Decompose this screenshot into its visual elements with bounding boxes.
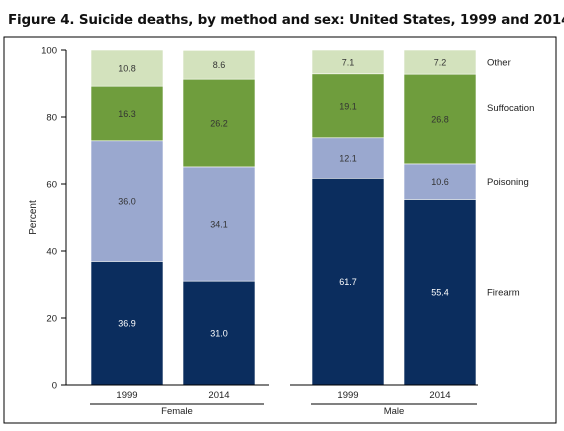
data-label: 31.0 — [210, 329, 228, 339]
y-tick-label: 100 — [41, 46, 57, 57]
legend-label-firearm: Firearm — [487, 288, 520, 299]
data-label: 10.8 — [118, 64, 136, 74]
figure-title: Figure 4. Suicide deaths, by method and … — [8, 12, 564, 28]
data-label: 7.1 — [342, 57, 355, 67]
bar-segment-other — [90, 49, 164, 87]
legend-label-poisoning: Poisoning — [487, 177, 529, 188]
bar-segment-suffocation — [403, 73, 477, 165]
bar-segment-other — [311, 49, 385, 75]
data-label: 10.6 — [431, 177, 449, 187]
x-tick-label: 2014 — [208, 390, 229, 401]
data-label: 8.6 — [213, 60, 226, 70]
data-label: 12.1 — [339, 154, 357, 164]
legend-label-suffocation: Suffocation — [487, 103, 534, 114]
data-label: 26.2 — [210, 119, 228, 129]
y-tick-label: 80 — [46, 113, 57, 124]
axes-layer — [3, 36, 557, 424]
x-tick-label: 1999 — [116, 390, 137, 401]
data-label: 34.1 — [210, 220, 228, 230]
bar-segment-firearm — [403, 199, 477, 386]
labels-layer: 36.9 36.0 16.3 10.8 31.0 34.1 26.2 8.6 61.7 12.1 1… — [28, 46, 534, 418]
figure-border — [3, 36, 557, 424]
x-tick-label: 2014 — [429, 390, 450, 401]
bar-segment-firearm — [182, 280, 256, 386]
legend-label-other: Other — [487, 58, 511, 69]
group-label: Female — [161, 406, 193, 417]
bar-segment-poisoning — [90, 140, 164, 262]
group-label: Male — [384, 406, 405, 417]
bar-segment-poisoning — [311, 137, 385, 179]
bar-segment-suffocation — [311, 73, 385, 139]
data-label: 61.7 — [339, 277, 357, 287]
x-tick-label: 1999 — [337, 390, 358, 401]
bar-segment-suffocation — [182, 78, 256, 168]
bar-segment-other — [182, 50, 256, 80]
bar-segment-poisoning — [182, 166, 256, 282]
bar-segment-other — [403, 49, 477, 75]
data-label: 7.2 — [434, 58, 447, 68]
data-label: 36.0 — [118, 197, 136, 207]
y-tick-label: 0 — [52, 381, 57, 392]
y-axis-label: Percent — [28, 200, 39, 235]
y-tick-label: 20 — [46, 314, 57, 325]
data-label: 16.3 — [118, 109, 136, 119]
data-label: 36.9 — [118, 319, 136, 329]
bar-segment-poisoning — [403, 163, 477, 200]
bar-segment-firearm — [90, 261, 164, 386]
y-tick-label: 60 — [46, 180, 57, 191]
y-tick-label: 40 — [46, 247, 57, 258]
bars-layer — [90, 49, 477, 386]
data-label: 19.1 — [339, 101, 357, 111]
data-label: 26.8 — [431, 115, 449, 125]
data-label: 55.4 — [431, 288, 449, 298]
